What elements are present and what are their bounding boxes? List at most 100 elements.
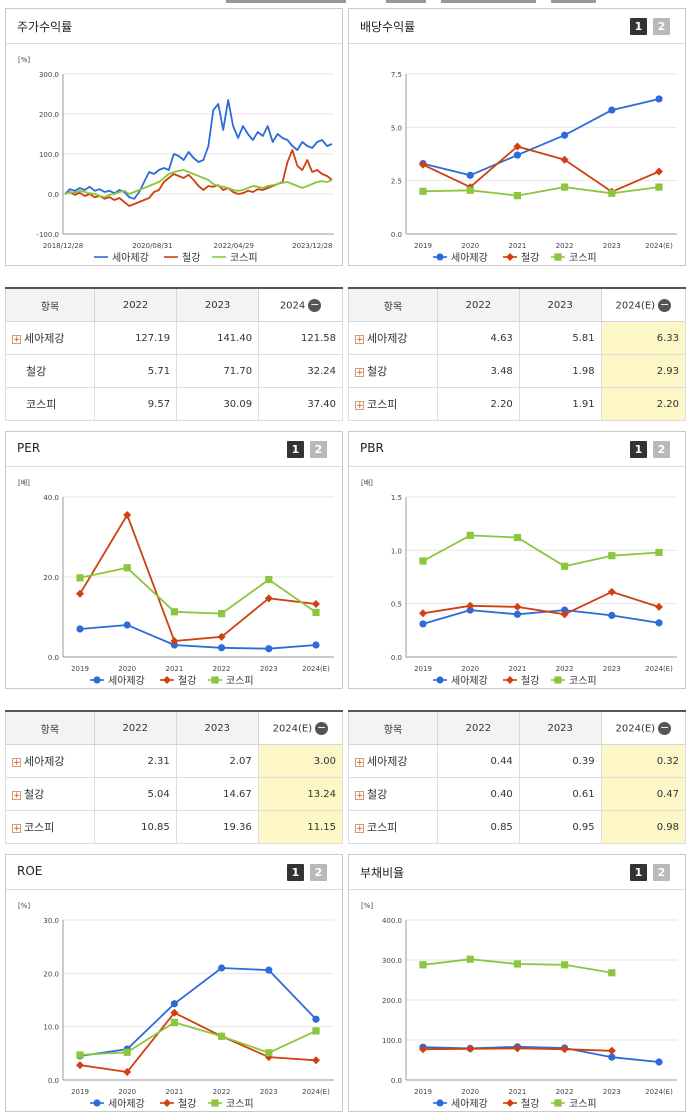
row-label[interactable]: + 세아제강 xyxy=(5,744,95,778)
expand-icon[interactable]: + xyxy=(12,334,21,345)
row-label[interactable]: + 철강 xyxy=(347,354,439,388)
y-tick-label: 1.0 xyxy=(391,547,402,555)
legend-label: 세아제강 xyxy=(108,1098,145,1110)
y-tick-label: 0.0 xyxy=(48,191,59,199)
y-tick-label: 100.0 xyxy=(39,151,59,159)
table-cell: 0.40 xyxy=(437,777,520,811)
x-tick-label: 2020/08/31 xyxy=(132,242,172,250)
expand-icon[interactable]: + xyxy=(355,790,364,801)
data-point-sea xyxy=(76,625,84,633)
page-1-button[interactable]: 1 xyxy=(287,441,304,458)
y-tick-label: 7.5 xyxy=(391,71,402,79)
pbr-chart: [배] 0.0 0.5 1.0 1.5 2019 2020 2021 2022 2023 2024(… xyxy=(361,478,677,687)
panel-header: 주가수익률 xyxy=(6,9,342,44)
table-row: + 철강 0.40 0.61 0.47 xyxy=(347,777,687,811)
row-label[interactable]: + 코스피 xyxy=(347,810,439,844)
y-tick-label: 0.0 xyxy=(391,231,402,239)
legend-label: 세아제강 xyxy=(112,252,149,264)
table-cell: 0.32 xyxy=(600,744,687,778)
expand-icon[interactable]: + xyxy=(355,367,364,378)
data-point-sea xyxy=(123,621,131,629)
y-tick-label: 0.0 xyxy=(391,1077,402,1085)
data-point-sea xyxy=(312,1015,320,1023)
y-axis-unit: [%] xyxy=(18,56,30,64)
data-point-kospi xyxy=(466,186,474,194)
data-point-kospi xyxy=(76,574,84,582)
data-point-steel xyxy=(312,600,320,609)
expand-icon[interactable]: + xyxy=(355,757,364,768)
panel-title: PBR xyxy=(360,441,384,455)
legend-label: 세아제강 xyxy=(451,252,488,264)
y-axis-unit: [%] xyxy=(18,902,30,910)
collapse-icon[interactable]: − xyxy=(308,297,322,312)
data-point-kospi xyxy=(513,192,521,200)
collapse-icon[interactable]: − xyxy=(315,720,329,735)
data-point-steel xyxy=(123,511,132,519)
column-header[interactable]: 2024− xyxy=(258,287,343,322)
expand-icon[interactable]: + xyxy=(355,334,364,345)
column-header: 2023 xyxy=(175,710,259,745)
legend-marker xyxy=(554,253,562,261)
page-2-button[interactable]: 2 xyxy=(653,441,670,458)
page-1-button[interactable]: 1 xyxy=(630,18,647,35)
page-1-button[interactable]: 1 xyxy=(630,864,647,881)
x-tick-label: 2023 xyxy=(603,242,621,250)
x-tick-label: 2022 xyxy=(556,242,574,250)
legend: 세아제강 철강 코스피 xyxy=(433,675,597,687)
table-cell: 5.71 xyxy=(94,354,178,388)
page-2-button[interactable]: 2 xyxy=(653,864,670,881)
page-2-button[interactable]: 2 xyxy=(310,441,327,458)
table-row: 철강 5.71 71.70 32.24 xyxy=(4,354,343,388)
table-cell: 3.48 xyxy=(437,354,520,388)
collapse-icon[interactable]: − xyxy=(658,720,672,735)
column-header: 2022 xyxy=(93,710,177,745)
data-point-sea xyxy=(218,644,226,652)
table-row: + 철강 5.04 14.67 13.24 xyxy=(5,777,344,811)
table-cell: 6.33 xyxy=(600,321,687,355)
table-cell: 0.85 xyxy=(437,810,520,844)
data-point-sea xyxy=(466,606,474,614)
column-header[interactable]: 2024(E) − xyxy=(257,710,344,745)
expand-icon[interactable]: + xyxy=(12,823,21,834)
column-header: 2022 xyxy=(94,287,178,322)
data-point-steel xyxy=(466,601,475,610)
row-label[interactable]: + 세아제강 xyxy=(347,321,439,355)
collapse-icon[interactable]: − xyxy=(658,297,672,312)
row-label[interactable]: + 세아제강 xyxy=(4,321,96,355)
legend-label: 철강 xyxy=(182,252,200,264)
row-label[interactable]: + 코스피 xyxy=(5,810,95,844)
page-2-button[interactable]: 2 xyxy=(653,18,670,35)
per-panel: PER 1 2 [배] 0.0 20.0 40.0 2019 2020 2021 2022 20… xyxy=(5,431,343,689)
column-header[interactable]: 2024(E) − xyxy=(600,710,687,745)
row-label[interactable]: + 코스피 xyxy=(347,387,439,421)
page-1-button[interactable]: 1 xyxy=(630,441,647,458)
row-label[interactable]: + 철강 xyxy=(347,777,439,811)
table-header-row: 항목 2022 2023 2024(E) − xyxy=(347,287,687,322)
table-row: + 세아제강 127.19 141.40 121.58 xyxy=(4,321,343,355)
data-point-kospi xyxy=(265,1049,273,1057)
series-line-sea xyxy=(79,624,317,650)
row-label[interactable]: + 세아제강 xyxy=(347,744,439,778)
page-1-button[interactable]: 1 xyxy=(287,864,304,881)
y-tick-label: 5.0 xyxy=(391,124,402,132)
data-point-steel xyxy=(655,602,663,611)
row-label: 철강 xyxy=(4,354,96,388)
table-cell: 2.31 xyxy=(93,744,177,778)
expand-icon[interactable]: + xyxy=(355,400,364,411)
legend-marker xyxy=(554,676,562,684)
series-line-sea xyxy=(422,98,660,177)
row-label[interactable]: + 철강 xyxy=(5,777,95,811)
page-2-button[interactable]: 2 xyxy=(310,864,327,881)
data-point-kospi xyxy=(608,969,616,977)
table-header-row: 항목 2022 2023 2024(E) − xyxy=(5,710,344,745)
column-header[interactable]: 2024(E) − xyxy=(600,287,687,322)
y-tick-label: 400.0 xyxy=(382,917,402,925)
y-tick-label: 300.0 xyxy=(382,957,402,965)
legend-marker xyxy=(506,1099,514,1107)
legend-label: 세아제강 xyxy=(451,1098,488,1110)
legend-label: 철강 xyxy=(521,675,539,687)
expand-icon[interactable]: + xyxy=(12,790,21,801)
data-point-sea xyxy=(655,619,663,627)
expand-icon[interactable]: + xyxy=(355,823,364,834)
expand-icon[interactable]: + xyxy=(12,757,21,768)
